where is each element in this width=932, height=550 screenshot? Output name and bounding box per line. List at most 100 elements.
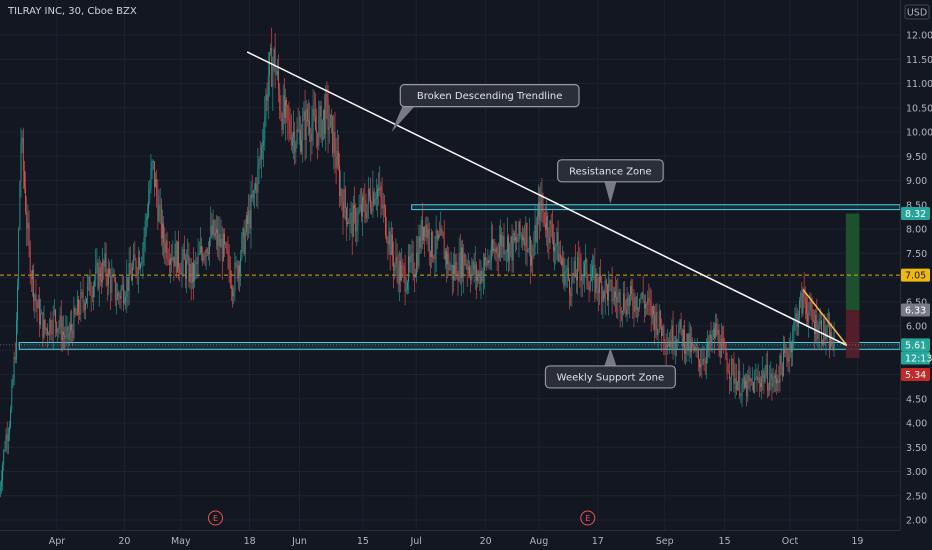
candle-body <box>562 257 564 265</box>
candle-body <box>749 378 751 382</box>
candle-body <box>507 236 508 252</box>
candle-body <box>594 264 596 293</box>
candle-body <box>532 255 534 257</box>
candle-body <box>680 319 682 330</box>
candle-body <box>333 131 335 154</box>
candle-body <box>245 215 247 232</box>
candle-body <box>182 249 184 261</box>
candle-body <box>224 233 225 245</box>
zone-weekly-support <box>18 341 901 350</box>
candle-body <box>580 269 582 281</box>
candle-body <box>410 255 412 263</box>
candle-body <box>309 120 311 135</box>
candle-body <box>332 115 334 154</box>
candle-body <box>400 261 401 281</box>
candle-body <box>183 249 185 260</box>
candle-body <box>126 277 128 297</box>
candle-body <box>672 325 674 349</box>
candle-body <box>616 296 618 303</box>
candle-body <box>176 241 178 273</box>
annotation-label: Weekly Support Zone <box>557 372 664 383</box>
candle-body <box>144 220 146 238</box>
earnings-event[interactable]: E <box>207 510 223 526</box>
x-tick-label: 19 <box>851 536 863 547</box>
candle-body <box>502 235 504 248</box>
candle-body <box>541 193 543 209</box>
position-loss <box>845 309 860 359</box>
candle-body <box>413 275 415 277</box>
price-label: 12:13 <box>901 351 932 365</box>
candle-body <box>323 109 324 120</box>
candle-body <box>201 246 202 254</box>
annotations: Broken Descending Trendline Resistance Zo… <box>391 84 676 389</box>
candle-body <box>574 260 576 278</box>
candle-body <box>383 204 385 207</box>
candle-body <box>526 223 528 252</box>
candle-body <box>114 277 116 300</box>
candle-body <box>639 298 641 309</box>
candle-body <box>129 263 131 275</box>
candle-body <box>147 216 148 219</box>
candle-body <box>603 291 605 299</box>
candle-body <box>558 253 560 262</box>
candle-body <box>485 257 486 260</box>
price-label-text: 5.61 <box>905 340 926 351</box>
candle-body <box>806 301 807 315</box>
candle-body <box>162 223 163 239</box>
candle-body <box>630 286 631 297</box>
candle-body <box>220 238 222 248</box>
x-tick-label: 15 <box>357 536 369 547</box>
candle-body <box>784 348 785 353</box>
candle-body <box>232 288 233 297</box>
earnings-event[interactable]: E <box>580 510 596 526</box>
candle-body <box>233 291 235 297</box>
candle-body <box>664 342 666 345</box>
candle-body <box>349 213 351 224</box>
candle-body <box>152 161 154 162</box>
y-tick-label: 3.50 <box>906 443 927 454</box>
candle-body <box>777 379 779 384</box>
candle-body <box>351 212 353 237</box>
candle-body <box>78 299 79 313</box>
candle-body <box>41 312 43 314</box>
candle-body <box>823 319 825 345</box>
candle-body <box>814 322 815 335</box>
candle-body <box>635 296 637 310</box>
candle-body <box>719 350 721 358</box>
candle-body <box>17 285 18 321</box>
y-tick-label: 6.00 <box>906 322 927 333</box>
candle-body <box>205 249 207 257</box>
candle-body <box>0 486 1 492</box>
candle-body <box>225 243 227 245</box>
candle-body <box>386 235 388 241</box>
y-tick-label: 3.00 <box>906 467 927 478</box>
candle-body <box>705 350 707 364</box>
currency-badge[interactable]: USD <box>904 4 930 20</box>
y-tick-label: 8.50 <box>906 200 927 211</box>
candle-body <box>489 260 491 264</box>
candle-body <box>722 338 723 340</box>
candle-body <box>380 186 382 198</box>
callout-pointer <box>604 347 617 366</box>
candle-body <box>602 291 604 302</box>
callout-pointer <box>391 106 415 132</box>
time-axis[interactable]: Apr 20 May 18 Jun 15 Jul 20 Aug 17 Sep 15 Oct 19 <box>0 530 900 548</box>
candle-body <box>278 71 279 90</box>
candle-body <box>694 346 696 351</box>
candle-body <box>419 236 421 248</box>
candle-body <box>203 255 205 261</box>
candle-body <box>833 332 835 350</box>
candle-body <box>654 314 656 331</box>
candle-body <box>525 223 527 247</box>
candle-body <box>755 376 757 377</box>
candle-body <box>789 342 791 353</box>
x-tick-label: Apr <box>49 536 66 547</box>
candle-body <box>326 93 328 99</box>
candle-body <box>810 301 812 310</box>
candle-body <box>446 250 447 265</box>
candle-body <box>55 310 56 323</box>
candle-body <box>448 253 450 270</box>
candle-body <box>375 197 377 200</box>
callout-pointer <box>604 181 617 204</box>
